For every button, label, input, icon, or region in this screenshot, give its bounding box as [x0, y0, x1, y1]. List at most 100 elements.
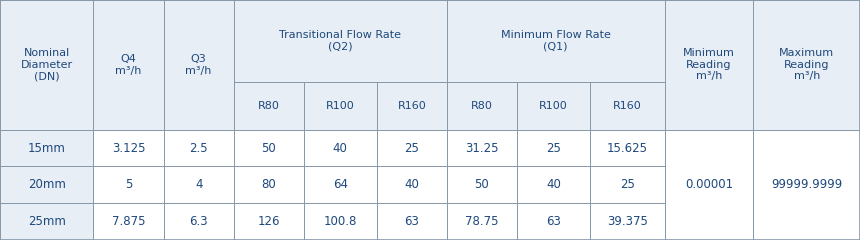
Bar: [590, 166, 665, 203]
Text: 40: 40: [404, 178, 419, 191]
Text: 50: 50: [475, 178, 489, 191]
Bar: [234, 82, 304, 130]
Bar: [94, 166, 163, 203]
Text: 5: 5: [125, 178, 132, 191]
Bar: [590, 203, 665, 240]
Bar: [304, 130, 377, 166]
Bar: [517, 82, 590, 130]
Bar: [377, 203, 447, 240]
Bar: [304, 203, 377, 240]
Bar: [590, 203, 665, 240]
Bar: [377, 82, 447, 130]
Bar: [163, 130, 234, 166]
Bar: [234, 130, 304, 166]
Bar: [377, 130, 447, 166]
Bar: [377, 82, 447, 130]
Text: 2.5: 2.5: [189, 142, 208, 155]
Bar: [163, 203, 234, 240]
Text: Q4
m³/h: Q4 m³/h: [115, 54, 142, 76]
Bar: [234, 0, 447, 82]
Bar: [163, 166, 234, 203]
Bar: [447, 166, 517, 203]
Bar: [0, 0, 94, 130]
Text: 40: 40: [333, 142, 347, 155]
Text: 15mm: 15mm: [28, 142, 65, 155]
Text: 78.75: 78.75: [465, 215, 499, 228]
Bar: [304, 166, 377, 203]
Bar: [447, 203, 517, 240]
Text: 25mm: 25mm: [28, 215, 65, 228]
Bar: [0, 130, 94, 166]
Text: 64: 64: [333, 178, 347, 191]
Text: 100.8: 100.8: [323, 215, 357, 228]
Bar: [665, 130, 753, 240]
Text: 25: 25: [546, 142, 561, 155]
Text: 6.3: 6.3: [189, 215, 208, 228]
Text: 99999.9999: 99999.9999: [771, 178, 842, 191]
Bar: [94, 203, 163, 240]
Text: 15.625: 15.625: [607, 142, 648, 155]
Bar: [0, 130, 94, 166]
Bar: [234, 82, 304, 130]
Text: 126: 126: [257, 215, 280, 228]
Text: 63: 63: [546, 215, 561, 228]
Bar: [0, 166, 94, 203]
Bar: [447, 0, 665, 82]
Bar: [377, 130, 447, 166]
Bar: [517, 203, 590, 240]
Bar: [94, 0, 163, 130]
Bar: [163, 130, 234, 166]
Bar: [517, 130, 590, 166]
Bar: [665, 0, 753, 130]
Bar: [234, 130, 304, 166]
Bar: [590, 82, 665, 130]
Bar: [0, 203, 94, 240]
Bar: [304, 130, 377, 166]
Bar: [304, 203, 377, 240]
Bar: [377, 166, 447, 203]
Bar: [590, 166, 665, 203]
Text: R100: R100: [326, 101, 354, 111]
Text: R160: R160: [613, 101, 642, 111]
Bar: [753, 0, 860, 130]
Bar: [447, 166, 517, 203]
Bar: [447, 0, 665, 82]
Bar: [665, 0, 753, 130]
Text: Minimum
Reading
m³/h: Minimum Reading m³/h: [683, 48, 735, 81]
Text: R80: R80: [471, 101, 493, 111]
Bar: [753, 130, 860, 240]
Bar: [447, 130, 517, 166]
Bar: [753, 130, 860, 240]
Text: Maximum
Reading
m³/h: Maximum Reading m³/h: [779, 48, 834, 81]
Bar: [94, 166, 163, 203]
Bar: [590, 130, 665, 166]
Text: Nominal
Diameter
(DN): Nominal Diameter (DN): [21, 48, 73, 81]
Bar: [590, 82, 665, 130]
Text: R100: R100: [539, 101, 568, 111]
Bar: [234, 203, 304, 240]
Text: 7.875: 7.875: [112, 215, 145, 228]
Bar: [304, 82, 377, 130]
Bar: [447, 203, 517, 240]
Text: Transitional Flow Rate
(Q2): Transitional Flow Rate (Q2): [280, 30, 402, 52]
Text: R160: R160: [397, 101, 427, 111]
Text: 80: 80: [261, 178, 276, 191]
Text: 20mm: 20mm: [28, 178, 65, 191]
Bar: [753, 0, 860, 130]
Bar: [234, 166, 304, 203]
Bar: [447, 130, 517, 166]
Text: 4: 4: [195, 178, 202, 191]
Bar: [517, 166, 590, 203]
Bar: [377, 203, 447, 240]
Text: 0.00001: 0.00001: [685, 178, 733, 191]
Bar: [517, 82, 590, 130]
Bar: [0, 0, 94, 130]
Bar: [304, 82, 377, 130]
Bar: [377, 166, 447, 203]
Bar: [517, 130, 590, 166]
Bar: [234, 203, 304, 240]
Bar: [163, 166, 234, 203]
Bar: [94, 203, 163, 240]
Bar: [447, 82, 517, 130]
Bar: [517, 166, 590, 203]
